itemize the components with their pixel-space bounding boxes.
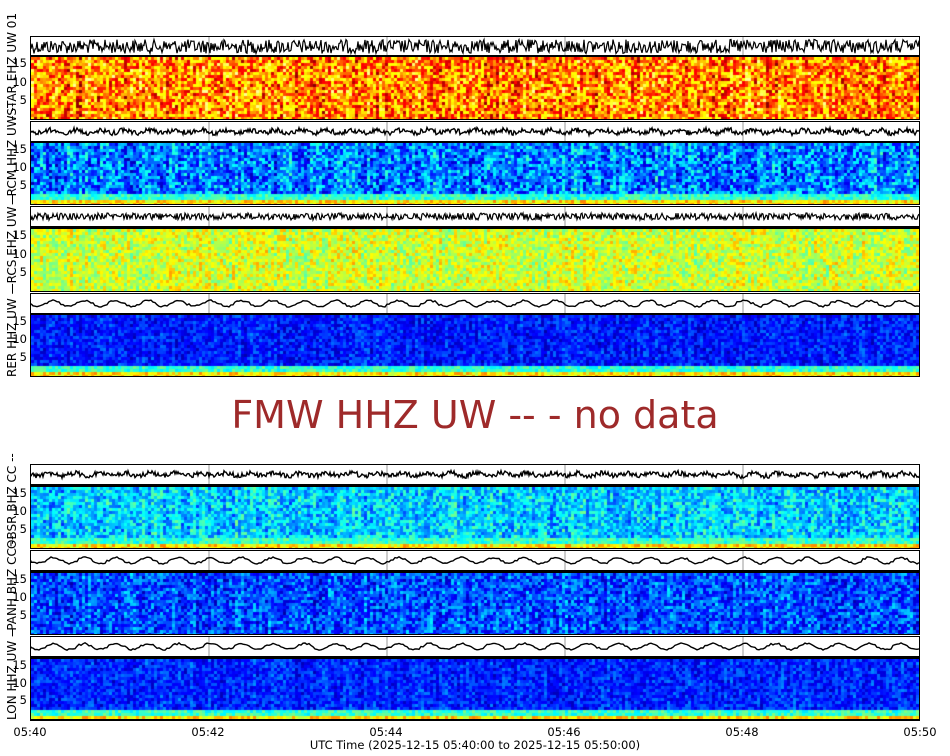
y-tick-label: 15 <box>12 56 27 71</box>
y-tick-label: 10 <box>12 332 27 347</box>
spectrogram-p7 <box>30 571 920 635</box>
y-tick-label: 5 <box>19 522 27 537</box>
station-label: --RCS EHZ UW -- <box>5 194 19 292</box>
spectrogram-p6 <box>30 485 920 549</box>
y-tick-label: 10 <box>12 590 27 605</box>
waveform-p4 <box>30 293 920 314</box>
y-tick-label: 15 <box>12 658 27 673</box>
x-tick-label: 05:48 <box>725 725 759 739</box>
x-axis-line <box>30 719 920 721</box>
station-label: -PANH BHZ CC -- <box>5 535 19 635</box>
x-tick-label: 05:50 <box>903 725 937 739</box>
y-tick-label: 15 <box>12 142 27 157</box>
x-tick-label: 05:44 <box>369 725 403 739</box>
x-tick-label: 05:40 <box>13 725 47 739</box>
x-tick-label: 05:46 <box>547 725 581 739</box>
y-tick-label: 5 <box>19 693 27 708</box>
y-tick-label: 5 <box>19 178 27 193</box>
station-label: ΘBSR BHZ CC -- <box>5 453 19 549</box>
y-tick-label: 5 <box>19 92 27 107</box>
spectrogram-p1 <box>30 55 920 120</box>
y-tick-label: 10 <box>12 74 27 89</box>
station-label: LON HHZ UW -- <box>5 628 19 720</box>
waveform-p6 <box>30 464 920 485</box>
y-tick-label: 10 <box>12 160 27 175</box>
x-axis-label: UTC Time (2025-12-15 05:40:00 to 2025-12… <box>309 738 641 752</box>
y-tick-label: 10 <box>12 675 27 690</box>
y-tick-label: 15 <box>12 486 27 501</box>
station-label: --RCM HHZ UW -- <box>5 102 19 205</box>
x-tick-label: 05:42 <box>191 725 225 739</box>
waveform-p2 <box>30 121 920 142</box>
no-data-message: FMW HHZ UW -- - no data <box>231 393 719 437</box>
y-tick-label: 5 <box>19 608 27 623</box>
y-tick-label: 5 <box>19 350 27 365</box>
y-tick-label: 10 <box>12 504 27 519</box>
y-tick-label: 5 <box>19 264 27 279</box>
spectrogram-p4 <box>30 313 920 377</box>
y-tick-label: 10 <box>12 246 27 261</box>
y-tick-label: 15 <box>12 572 27 587</box>
y-tick-label: 15 <box>12 228 27 243</box>
y-tick-label: 15 <box>12 314 27 329</box>
spectrogram-p8 <box>30 657 920 720</box>
spectrogram-p3 <box>30 227 920 292</box>
waveform-p8 <box>30 636 920 657</box>
station-label: RER HHZ UW -- <box>5 285 19 377</box>
waveform-p7 <box>30 550 920 571</box>
waveform-p3 <box>30 206 920 227</box>
waveform-p1 <box>30 36 920 57</box>
spectrogram-p2 <box>30 141 920 205</box>
